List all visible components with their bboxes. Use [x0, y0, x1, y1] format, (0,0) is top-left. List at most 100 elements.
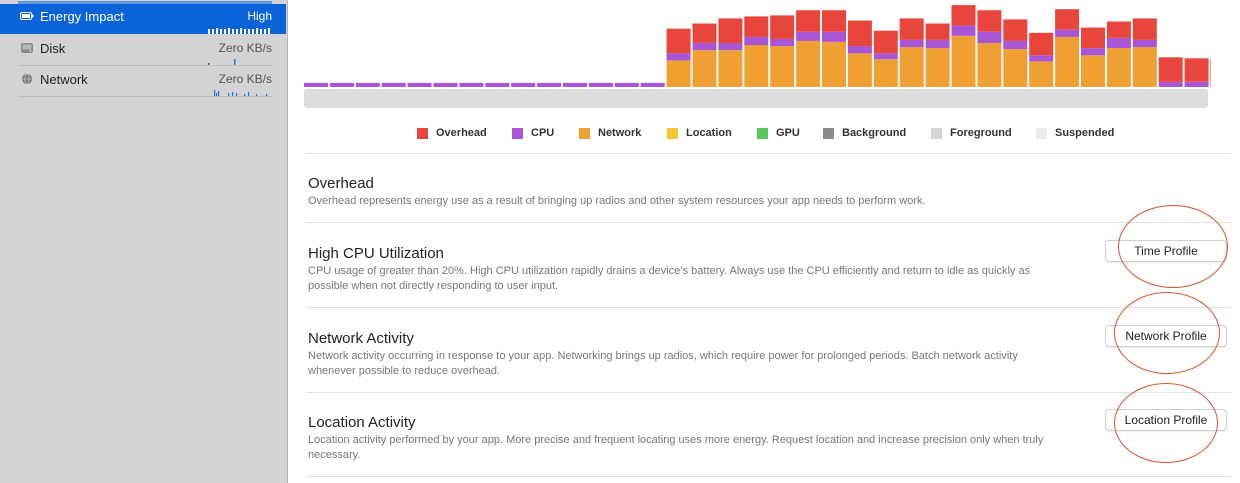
bar-segment-cpu: [796, 31, 821, 41]
sidebar-item-value: High: [247, 9, 272, 23]
bar-segment-network: [873, 59, 898, 87]
bar-segment-cpu: [433, 82, 458, 87]
divider: [306, 307, 1231, 308]
section-overhead: Overhead Overhead represents energy use …: [308, 175, 1108, 209]
bars-group: [304, 5, 1211, 87]
bar-segment-cpu: [1081, 48, 1105, 56]
bar-segment-cpu: [1158, 81, 1183, 87]
bar-segment-network: [1003, 49, 1028, 87]
legend-label: Foreground: [950, 127, 1012, 139]
battery-icon: [20, 12, 34, 20]
legend-swatch: [667, 128, 678, 139]
bar-segment-network: [1029, 61, 1054, 87]
globe-icon: [21, 73, 33, 85]
divider: [18, 65, 272, 66]
bar-segment-overhead: [692, 23, 717, 43]
location-profile-button[interactable]: Location Profile: [1105, 409, 1227, 431]
bar-segment-network: [1106, 48, 1131, 87]
bar-segment-cpu: [873, 53, 898, 60]
bar-segment-overhead: [822, 10, 846, 32]
sidebar-item-network[interactable]: Network Zero KB/s: [0, 67, 286, 97]
bar-segment-cpu: [692, 43, 717, 51]
sidebar-item-value: Zero KB/s: [218, 41, 272, 55]
time-profile-button[interactable]: Time Profile: [1105, 240, 1227, 262]
bar-segment-overhead: [1210, 58, 1211, 82]
bar-segment-overhead: [1003, 19, 1028, 41]
bar-segment-cpu: [563, 82, 587, 87]
bar-segment-overhead: [977, 10, 1002, 32]
divider: [306, 476, 1231, 477]
bar-segment-overhead: [1029, 32, 1054, 56]
bar-segment-network: [977, 43, 1002, 87]
bar-segment-cpu: [614, 82, 639, 87]
divider: [306, 222, 1231, 223]
section-description: Network activity occurring in response t…: [308, 350, 1018, 377]
bar-segment-network: [899, 47, 924, 87]
bar-segment-overhead: [770, 15, 795, 39]
bar-segment-cpu: [1055, 29, 1080, 37]
legend-swatch: [417, 128, 428, 139]
bar-segment-cpu: [666, 53, 691, 61]
bar-segment-cpu: [304, 82, 328, 87]
section-title: Location Activity: [308, 414, 416, 431]
bar-segment-network: [822, 42, 846, 87]
section-title: High CPU Utilization: [308, 245, 444, 262]
legend-label: Overhead: [436, 127, 487, 139]
energy-report-panel: Overhead CPU Network Location GPU Backgr…: [289, 0, 1240, 483]
bar-segment-cpu: [640, 82, 665, 87]
bar-segment-network: [847, 53, 872, 87]
sidebar-item-label: Energy Impact: [40, 9, 124, 24]
legend-swatch: [1036, 128, 1047, 139]
bar-segment-network: [744, 45, 769, 87]
divider: [306, 153, 1231, 154]
energy-sparkline: [208, 28, 270, 34]
bar-segment-cpu: [1132, 39, 1157, 48]
bar-segment-network: [1132, 47, 1157, 87]
bar-segment-cpu: [485, 82, 510, 87]
bar-segment-cpu: [537, 82, 562, 87]
bar-segment-cpu: [925, 39, 950, 49]
bar-segment-overhead: [1158, 57, 1183, 82]
bar-segment-network: [770, 46, 795, 87]
legend-swatch: [512, 128, 523, 139]
sidebar-item-value: Zero KB/s: [218, 72, 272, 86]
bar-segment-network: [796, 40, 821, 87]
bar-segment-cpu: [511, 82, 536, 87]
legend-label: Network: [598, 127, 642, 139]
bar-segment-network: [692, 50, 717, 87]
section-high-cpu-utilization: High CPU Utilization CPU usage of greate…: [308, 245, 1108, 294]
bar-segment-overhead: [1055, 9, 1080, 30]
chart-legend: Overhead CPU Network Location GPU Backgr…: [289, 126, 1240, 144]
section-location-activity: Location Activity Location activity perf…: [308, 414, 1108, 463]
bar-segment-overhead: [847, 20, 872, 47]
network-profile-button[interactable]: Network Profile: [1105, 325, 1227, 347]
legend-label: CPU: [531, 127, 555, 139]
bar-segment-overhead: [666, 28, 691, 54]
section-description: CPU usage of greater than 20%. High CPU …: [308, 265, 1031, 292]
bar-segment-network: [925, 48, 950, 87]
legend-swatch: [931, 128, 942, 139]
bar-segment-overhead: [925, 23, 950, 40]
legend-label: Background: [842, 127, 907, 139]
bar-segment-network: [1081, 55, 1105, 87]
energy-impact-chart: [304, 5, 1211, 108]
divider: [306, 392, 1231, 393]
sidebar-item-label: Disk: [40, 41, 66, 56]
bar-segment-overhead: [718, 18, 743, 43]
bar-segment-overhead: [951, 5, 976, 26]
network-sparkline: [214, 90, 268, 97]
disk-icon: [21, 43, 33, 53]
sidebar-item-label: Network: [40, 72, 88, 87]
bar-segment-cpu: [847, 46, 872, 54]
bar-segment-network: [718, 50, 743, 87]
bar-segment-overhead: [1106, 21, 1131, 38]
bar-segment-overhead: [873, 30, 898, 54]
bar-segment-overhead: [744, 16, 769, 37]
bar-segment-overhead: [1081, 27, 1105, 49]
bar-segment-overhead: [796, 10, 821, 32]
bar-segment-cpu: [1003, 40, 1028, 50]
sidebar-item-disk[interactable]: Disk Zero KB/s: [0, 36, 286, 66]
bar-segment-overhead: [899, 18, 924, 40]
sidebar-item-energy-impact[interactable]: Energy Impact High: [0, 1, 286, 34]
bar-segment-network: [951, 35, 976, 87]
